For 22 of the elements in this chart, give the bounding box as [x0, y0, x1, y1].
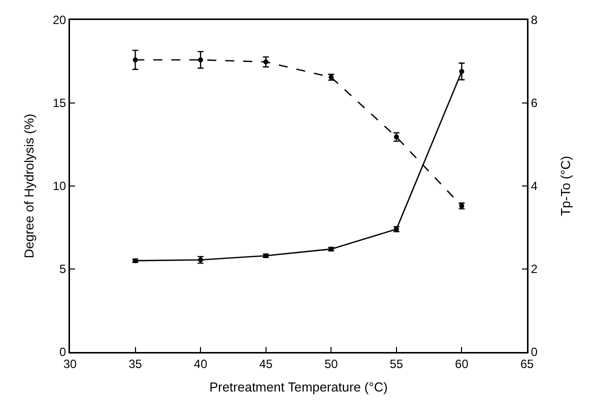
x-tick-label: 40: [194, 356, 208, 371]
y2-tick-label: 2: [530, 262, 538, 276]
x-tick-label: 55: [390, 356, 404, 371]
x-tick-label: 50: [324, 356, 338, 371]
y2-tick-label: 4: [530, 179, 538, 194]
x-axis-title: Pretreatment Temperature (°C): [209, 379, 388, 394]
x-tick-label: 45: [259, 356, 273, 371]
y-axis-title: Degree of Hydrolysis (%): [22, 114, 36, 258]
x-tick-label: 60: [455, 356, 469, 371]
y2-tick-label: 6: [530, 96, 538, 110]
x-tick-label: 65: [520, 356, 534, 371]
y-tick-label: 15: [52, 96, 66, 110]
x-tick-label: 35: [128, 356, 142, 371]
y-tick-label: 0: [59, 345, 66, 360]
y-tick-label: 20: [52, 13, 66, 28]
y2-tick-label: 8: [530, 13, 538, 28]
y-tick-label: 10: [52, 179, 66, 194]
x-tick-label: 30: [63, 356, 77, 371]
y2-axis-title: Tp-To (°C): [558, 156, 573, 216]
y-tick-label: 5: [59, 262, 66, 276]
point: [459, 68, 464, 74]
y2-tick-label: 0: [530, 345, 538, 360]
